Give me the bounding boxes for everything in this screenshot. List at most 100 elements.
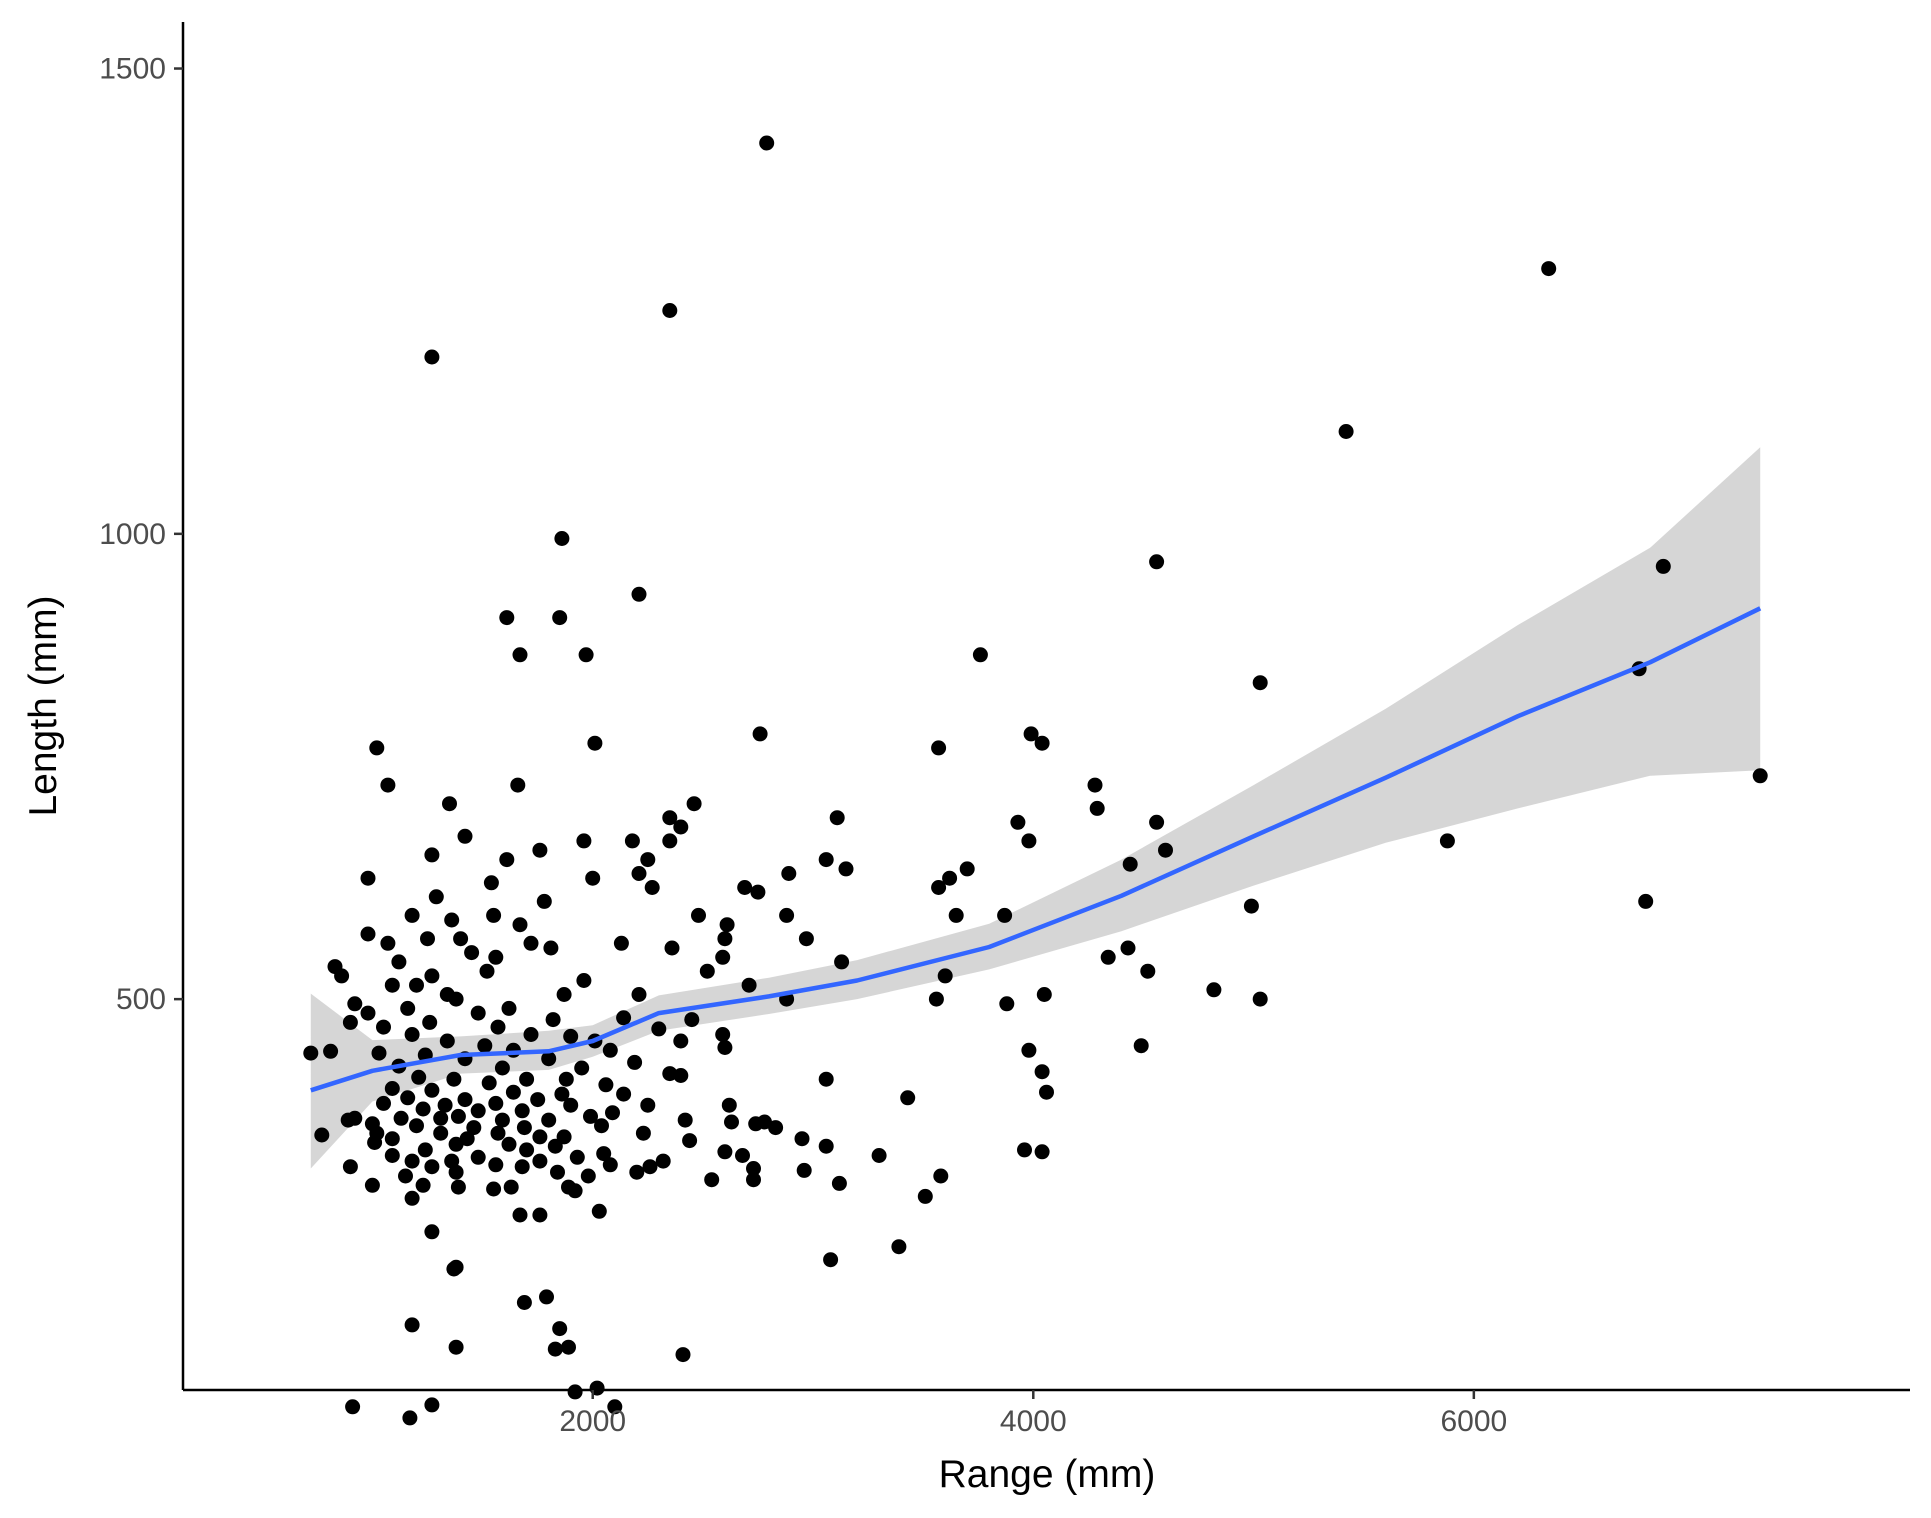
data-point bbox=[453, 931, 469, 947]
x-tick-label: 4000 bbox=[1000, 1405, 1067, 1438]
data-point bbox=[545, 1012, 561, 1028]
data-point bbox=[673, 819, 689, 835]
data-point bbox=[1100, 949, 1116, 965]
data-point bbox=[514, 1159, 530, 1175]
data-point bbox=[384, 1148, 400, 1163]
data-point bbox=[424, 349, 440, 365]
data-point bbox=[567, 1384, 583, 1400]
data-point bbox=[554, 531, 570, 546]
x-tick-label: 6000 bbox=[1440, 1405, 1507, 1438]
data-point bbox=[554, 1086, 570, 1102]
data-point bbox=[1122, 856, 1138, 872]
data-point bbox=[673, 1033, 689, 1049]
data-point bbox=[530, 1092, 546, 1108]
data-point bbox=[409, 1118, 424, 1134]
data-point bbox=[501, 1136, 517, 1152]
data-point bbox=[746, 1172, 761, 1188]
data-point bbox=[750, 884, 766, 900]
data-point bbox=[605, 1105, 620, 1121]
data-point bbox=[532, 1129, 548, 1145]
data-point bbox=[514, 1103, 530, 1119]
data-point bbox=[1252, 675, 1268, 691]
data-point bbox=[613, 935, 629, 951]
data-point bbox=[561, 1339, 576, 1355]
data-point bbox=[1010, 814, 1026, 830]
data-point bbox=[1243, 898, 1259, 914]
data-point bbox=[334, 968, 350, 984]
data-point bbox=[717, 1144, 733, 1160]
data-point bbox=[364, 1177, 380, 1193]
data-point bbox=[391, 954, 407, 970]
data-point bbox=[547, 1138, 563, 1154]
data-point bbox=[834, 954, 850, 970]
data-point bbox=[323, 1043, 339, 1059]
data-point bbox=[488, 1095, 504, 1111]
data-point bbox=[532, 1153, 548, 1169]
data-point bbox=[1120, 940, 1136, 956]
data-point bbox=[444, 912, 460, 928]
data-point bbox=[415, 1177, 431, 1193]
data-point bbox=[779, 907, 795, 923]
data-point bbox=[541, 1051, 557, 1067]
data-point bbox=[470, 1149, 486, 1165]
data-point bbox=[446, 1261, 462, 1277]
data-point bbox=[928, 991, 944, 1007]
data-point bbox=[516, 1295, 532, 1310]
data-point bbox=[420, 931, 435, 947]
data-point bbox=[741, 977, 757, 993]
data-point bbox=[380, 935, 396, 951]
data-point bbox=[428, 889, 444, 905]
data-point bbox=[376, 1019, 391, 1035]
data-point bbox=[580, 1168, 596, 1184]
data-point bbox=[477, 1038, 493, 1054]
data-point bbox=[1149, 554, 1165, 570]
data-point bbox=[532, 842, 548, 858]
data-point bbox=[686, 796, 702, 812]
data-point bbox=[404, 1317, 420, 1333]
data-point bbox=[594, 1118, 609, 1134]
data-point bbox=[607, 1399, 623, 1415]
data-point bbox=[1206, 982, 1222, 998]
data-point bbox=[818, 852, 834, 868]
data-point bbox=[448, 1339, 464, 1355]
data-point bbox=[1034, 1064, 1050, 1080]
data-point bbox=[505, 1042, 521, 1058]
data-point bbox=[347, 996, 363, 1012]
data-point bbox=[748, 1116, 764, 1132]
data-point bbox=[721, 1097, 737, 1113]
data-point bbox=[585, 870, 601, 886]
data-point bbox=[470, 1103, 486, 1119]
data-point bbox=[424, 1397, 440, 1413]
data-point bbox=[1338, 424, 1354, 439]
confidence-ribbon bbox=[310, 447, 1761, 1169]
data-point bbox=[651, 1021, 667, 1037]
data-point bbox=[675, 1347, 691, 1363]
data-point bbox=[384, 977, 400, 993]
data-point bbox=[424, 968, 440, 984]
data-point bbox=[1036, 987, 1052, 1002]
data-point bbox=[494, 1060, 510, 1076]
data-point bbox=[587, 735, 603, 751]
data-point bbox=[699, 963, 715, 979]
data-point bbox=[715, 949, 731, 965]
data-point bbox=[682, 1133, 698, 1149]
points-layer bbox=[303, 135, 1768, 1426]
data-point bbox=[499, 610, 515, 626]
data-point bbox=[541, 1112, 557, 1128]
data-point bbox=[724, 1114, 739, 1130]
x-tick-label: 2000 bbox=[559, 1405, 626, 1438]
data-point bbox=[437, 1097, 453, 1113]
y-tick-label: 500 bbox=[116, 983, 166, 1016]
data-point bbox=[999, 996, 1015, 1012]
data-point bbox=[719, 917, 735, 933]
data-point bbox=[446, 1071, 462, 1087]
data-point bbox=[829, 810, 845, 826]
data-point bbox=[781, 866, 797, 881]
data-point bbox=[552, 610, 568, 626]
data-point bbox=[470, 1005, 486, 1021]
data-point bbox=[631, 987, 647, 1002]
data-point bbox=[483, 875, 499, 891]
data-point bbox=[691, 907, 706, 923]
data-point bbox=[1149, 814, 1165, 830]
